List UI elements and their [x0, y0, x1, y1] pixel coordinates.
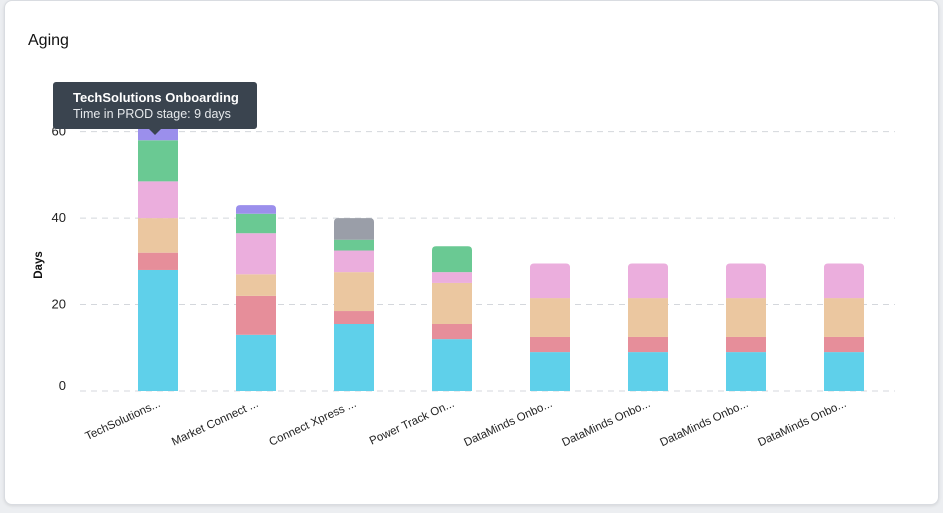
y-axis-title: Days: [33, 251, 45, 279]
bar-segment: [138, 269, 178, 391]
x-tick-label: DataMinds Onbo...: [462, 398, 554, 449]
x-tick-label: TechSolutions...: [84, 398, 163, 443]
bar-segment: [530, 352, 570, 391]
x-tick-label: DataMinds Onbo...: [560, 398, 652, 449]
bar-segment: [236, 233, 276, 275]
bar-segment: [432, 272, 472, 283]
bar-segment: [236, 274, 276, 296]
bar-segment: [236, 295, 276, 335]
bar-segment: [334, 324, 374, 391]
bar-segment: [138, 252, 178, 270]
bar-segment: [432, 282, 472, 324]
bar-segment: [628, 352, 668, 391]
bar-segment: [726, 263, 766, 299]
bar-segment: [824, 298, 864, 337]
bar-segment: [138, 181, 178, 219]
bar-segment: [236, 213, 276, 234]
bar-segment: [628, 336, 668, 353]
bar-segment: [334, 239, 374, 251]
bar-segment: [334, 250, 374, 273]
x-tick-label: DataMinds Onbo...: [658, 398, 750, 449]
x-tick-label: Connect Xpress ...: [267, 398, 358, 449]
bar-segment: [432, 324, 472, 340]
bar-segment: [824, 352, 864, 391]
bar-segment: [628, 298, 668, 337]
tooltip-title: TechSolutions Onboarding: [73, 90, 239, 105]
y-tick-label: 20: [52, 297, 66, 312]
bar-segment: [824, 263, 864, 299]
bar-segment: [726, 352, 766, 391]
bar-segment: [726, 336, 766, 353]
x-tick-label: Power Track On...: [368, 398, 456, 448]
chart-tooltip: TechSolutions Onboarding Time in PROD st…: [53, 82, 257, 135]
bar-segment: [334, 272, 374, 312]
tooltip-text: Time in PROD stage: 9 days: [73, 107, 231, 121]
bar-segment: [236, 334, 276, 391]
bar-segment: [530, 263, 570, 299]
bar-segment: [530, 336, 570, 353]
y-tick-label: 0: [59, 378, 66, 393]
bar-segment: [236, 205, 276, 214]
bar-segment: [138, 140, 178, 182]
bar-segment: [432, 246, 472, 273]
card-title: Aging: [28, 32, 69, 49]
x-tick-label: Market Connect ...: [170, 398, 260, 449]
bar-segment: [824, 336, 864, 353]
bar-segment: [726, 298, 766, 337]
bar-segment: [530, 298, 570, 337]
x-tick-label: DataMinds Onbo...: [756, 398, 848, 449]
bar-segment: [628, 263, 668, 299]
y-tick-label: 40: [52, 210, 66, 225]
bar-segment: [138, 218, 178, 253]
bar-segment: [432, 339, 472, 391]
bar-segment: [334, 218, 374, 240]
bar-segment: [334, 311, 374, 324]
